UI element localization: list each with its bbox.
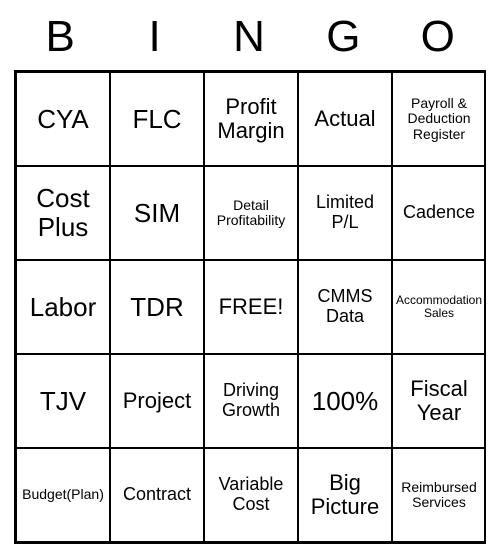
bingo-cell-7[interactable]: Detail Profitability [204,166,298,260]
bingo-cell-3[interactable]: Actual [298,72,392,166]
bingo-cell-15[interactable]: TJV [16,354,110,448]
bingo-letter-g: G [297,12,391,62]
bingo-cell-6[interactable]: SIM [110,166,204,260]
bingo-cell-14[interactable]: Accommodation Sales [392,260,486,354]
bingo-grid: CYAFLCProfit MarginActualPayroll & Deduc… [14,70,486,544]
bingo-cell-11[interactable]: TDR [110,260,204,354]
bingo-cell-13[interactable]: CMMS Data [298,260,392,354]
bingo-letter-o: O [392,12,486,62]
bingo-cell-5[interactable]: Cost Plus [16,166,110,260]
bingo-cell-1[interactable]: FLC [110,72,204,166]
bingo-letter-i: I [109,12,203,62]
bingo-cell-4[interactable]: Payroll & Deduction Register [392,72,486,166]
bingo-cell-0[interactable]: CYA [16,72,110,166]
bingo-cell-24[interactable]: Reimbursed Services [392,448,486,542]
bingo-cell-10[interactable]: Labor [16,260,110,354]
bingo-cell-23[interactable]: Big Picture [298,448,392,542]
bingo-cell-19[interactable]: Fiscal Year [392,354,486,448]
bingo-cell-8[interactable]: Limited P/L [298,166,392,260]
bingo-cell-21[interactable]: Contract [110,448,204,542]
bingo-cell-18[interactable]: 100% [298,354,392,448]
bingo-cell-12[interactable]: FREE! [204,260,298,354]
bingo-cell-9[interactable]: Cadence [392,166,486,260]
bingo-letter-n: N [203,12,297,62]
bingo-cell-16[interactable]: Project [110,354,204,448]
bingo-cell-17[interactable]: Driving Growth [204,354,298,448]
bingo-cell-2[interactable]: Profit Margin [204,72,298,166]
bingo-letter-b: B [14,12,108,62]
bingo-cell-22[interactable]: Variable Cost [204,448,298,542]
bingo-header: B I N G O [14,12,486,62]
bingo-cell-20[interactable]: Budget(Plan) [16,448,110,542]
